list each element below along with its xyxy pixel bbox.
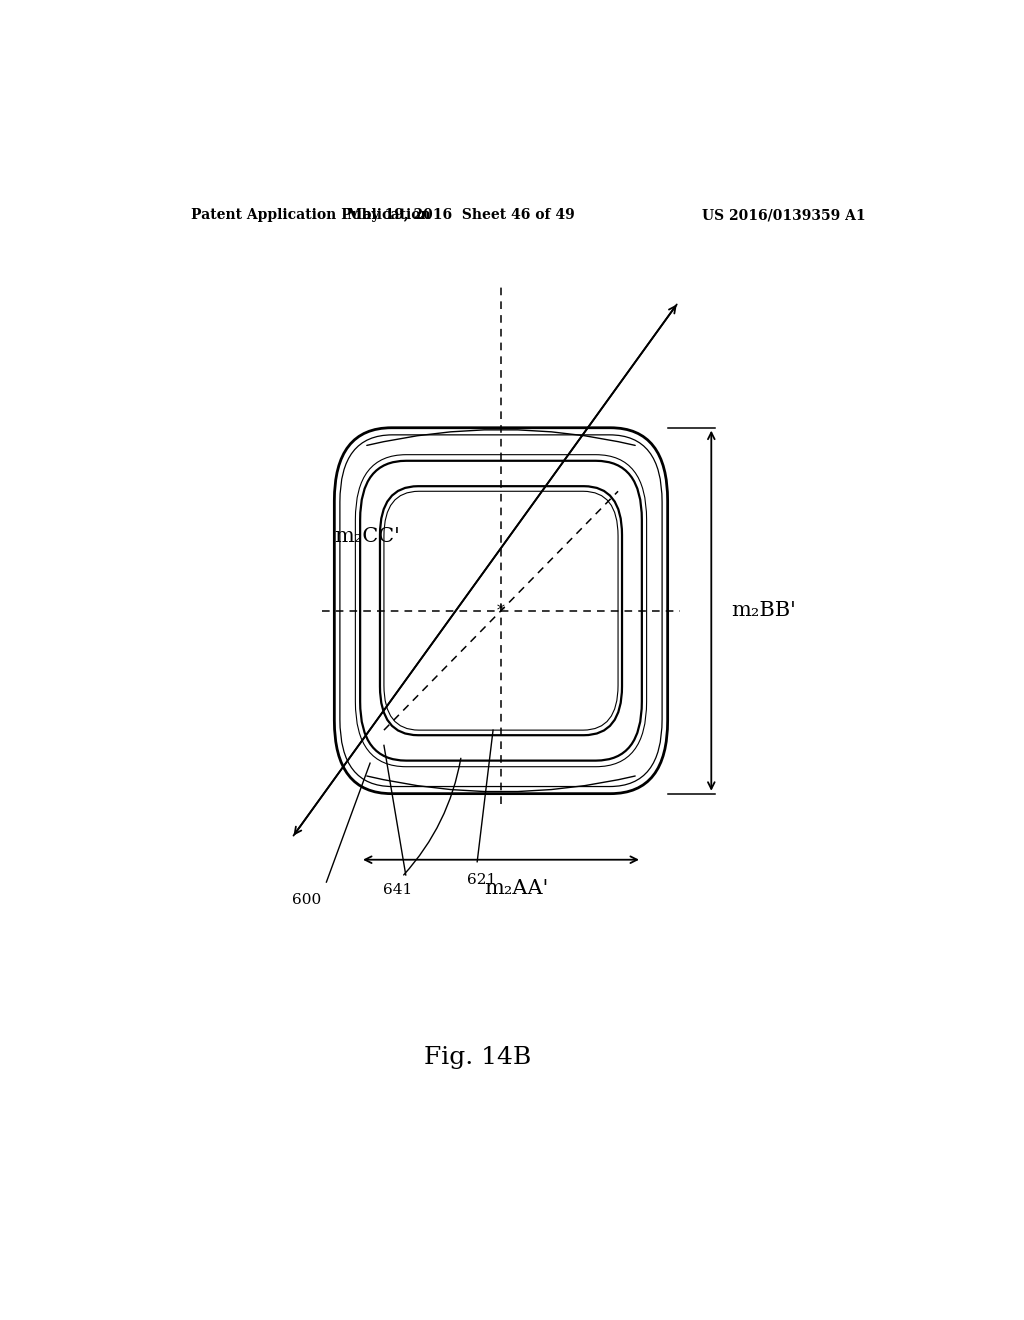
Text: m₂AA': m₂AA' xyxy=(484,879,549,898)
Text: m₂BB': m₂BB' xyxy=(731,601,796,620)
Text: 621: 621 xyxy=(467,873,496,887)
Text: 600: 600 xyxy=(292,894,322,907)
Text: m₂CC': m₂CC' xyxy=(334,527,400,546)
Text: 641: 641 xyxy=(383,883,413,898)
Text: US 2016/0139359 A1: US 2016/0139359 A1 xyxy=(702,209,866,222)
Text: *: * xyxy=(496,602,506,619)
Text: Patent Application Publication: Patent Application Publication xyxy=(191,209,431,222)
Text: Fig. 14B: Fig. 14B xyxy=(424,1047,530,1069)
Text: May 19, 2016  Sheet 46 of 49: May 19, 2016 Sheet 46 of 49 xyxy=(347,209,575,222)
